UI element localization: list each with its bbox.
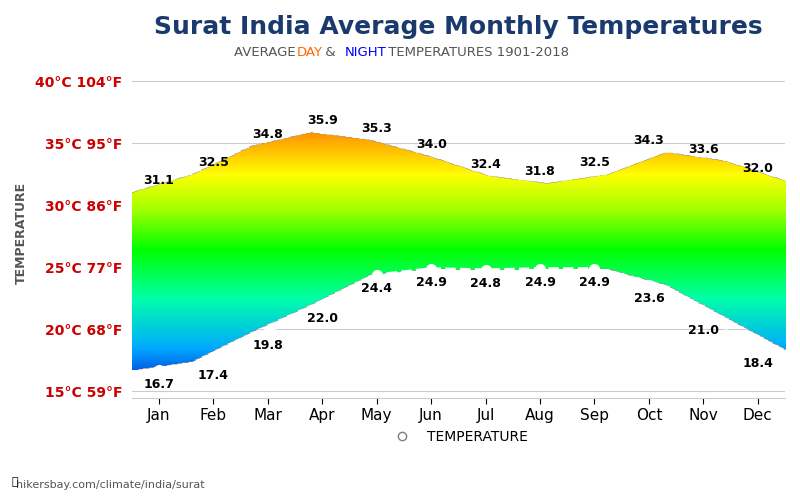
Text: 32.5: 32.5 — [198, 156, 229, 170]
Text: 23.6: 23.6 — [634, 292, 664, 305]
Text: 24.9: 24.9 — [416, 276, 446, 289]
Text: 32.5: 32.5 — [579, 156, 610, 170]
Text: &: & — [321, 46, 340, 59]
Text: DAY: DAY — [297, 46, 323, 59]
Text: 📍: 📍 — [12, 478, 18, 488]
Text: 34.0: 34.0 — [416, 138, 446, 150]
Text: 34.3: 34.3 — [634, 134, 664, 147]
Text: 18.4: 18.4 — [742, 356, 774, 370]
Text: 31.1: 31.1 — [143, 174, 174, 186]
Text: 24.9: 24.9 — [579, 276, 610, 289]
Text: 17.4: 17.4 — [198, 369, 229, 382]
Text: 32.0: 32.0 — [742, 162, 774, 175]
Text: 35.9: 35.9 — [307, 114, 338, 127]
Text: 22.0: 22.0 — [307, 312, 338, 325]
Text: 19.8: 19.8 — [253, 340, 283, 352]
Y-axis label: TEMPERATURE: TEMPERATURE — [15, 182, 28, 284]
Legend: TEMPERATURE: TEMPERATURE — [383, 425, 534, 450]
Text: 24.4: 24.4 — [362, 282, 392, 295]
Text: 24.9: 24.9 — [525, 276, 555, 289]
Text: 31.8: 31.8 — [525, 165, 555, 178]
Text: 16.7: 16.7 — [143, 378, 174, 391]
Text: hikersbay.com/climate/india/surat: hikersbay.com/climate/india/surat — [16, 480, 205, 490]
Text: 34.8: 34.8 — [253, 128, 283, 140]
Text: AVERAGE: AVERAGE — [234, 46, 300, 59]
Text: 35.3: 35.3 — [362, 122, 392, 134]
Title: Surat India Average Monthly Temperatures: Surat India Average Monthly Temperatures — [154, 15, 762, 39]
Text: TEMPERATURES 1901-2018: TEMPERATURES 1901-2018 — [384, 46, 569, 59]
Text: 21.0: 21.0 — [688, 324, 719, 338]
Text: NIGHT: NIGHT — [345, 46, 386, 59]
Text: 33.6: 33.6 — [688, 142, 718, 156]
Text: 32.4: 32.4 — [470, 158, 501, 170]
Text: 24.8: 24.8 — [470, 277, 501, 290]
